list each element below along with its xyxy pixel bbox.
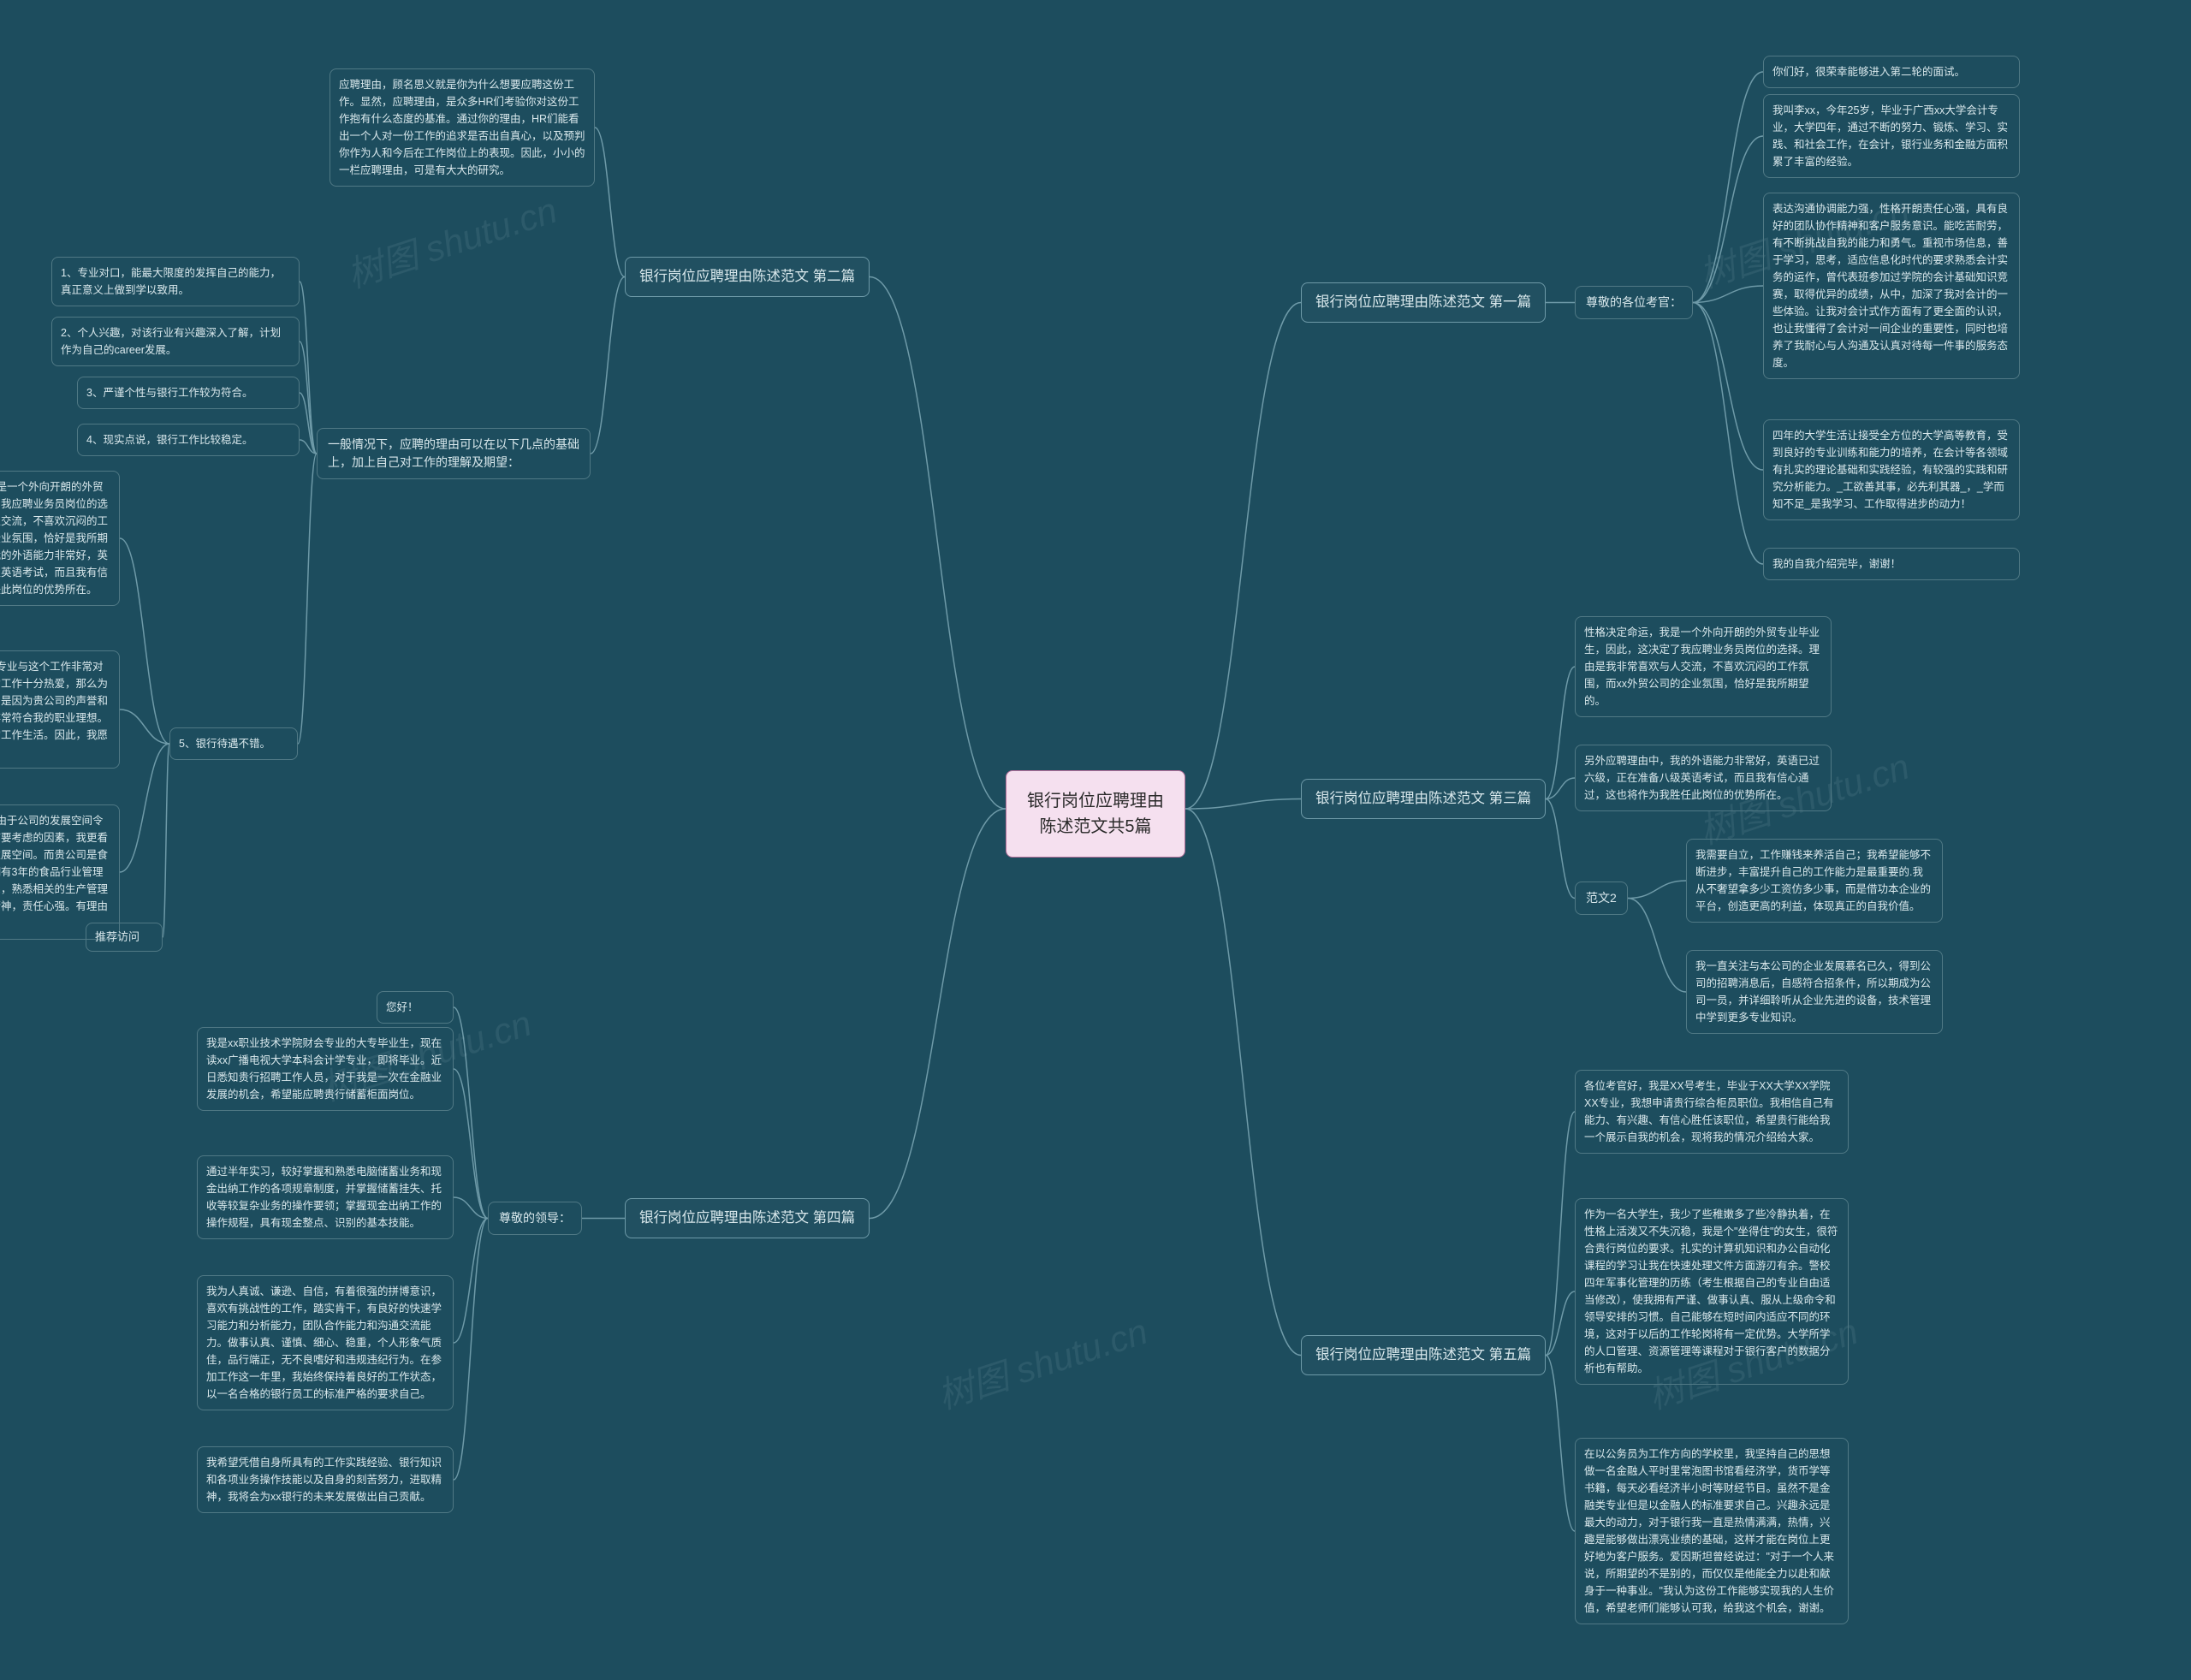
b2s1-leaf-2: 3、严谨个性与银行工作较为符合。 [77,377,300,409]
watermark: 树图 shutu.cn [930,1303,1154,1420]
b4s1-leaf-4: 我希望凭借自身所具有的工作实践经验、银行知识和各项业务操作技能以及自身的刻苦努力… [197,1446,454,1513]
b2s1: 一般情况下，应聘的理由可以在以下几点的基础上，加上自己对工作的理解及期望： [317,428,591,479]
b1s1-leaf-2: 表达沟通协调能力强，性格开朗责任心强，具有良好的团队协作精神和客户服务意识。能吃… [1763,193,2020,379]
b3s1: 范文2 [1575,882,1628,915]
b3l1: 性格决定命运，我是一个外向开朗的外贸专业毕业生，因此，这决定了我应聘业务员岗位的… [1575,616,1832,717]
b3: 银行岗位应聘理由陈述范文 第三篇 [1301,779,1546,819]
b1s1-leaf-1: 我叫李xx，今年25岁，毕业于广西xx大学会计专业，大学四年，通过不断的努力、锻… [1763,94,2020,178]
b2-five-3: 推荐访问 [86,923,163,952]
watermark: 树图 shutu.cn [340,181,563,299]
b2-five-0: 范文1：性格决定命运，我是一个外向开朗的外贸专业毕业生，因此，决定了我应聘业务员… [0,471,120,606]
b3s1-leaf-1: 我一直关注与本公司的企业发展慕名已久，得到公司的招聘消息后，自感符合招条件，所以… [1686,950,1943,1034]
b4: 银行岗位应聘理由陈述范文 第四篇 [625,1198,870,1238]
b2s1-leaf-4: 5、银行待遇不错。 [169,727,298,760]
b5l2: 作为一名大学生，我少了些稚嫩多了些冷静执着，在性格上活泼又不失沉稳，我是个"坐得… [1575,1198,1849,1385]
b4s1: 尊敬的领导： [488,1202,582,1235]
b4s1-leaf-2: 通过半年实习，较好掌握和熟悉电脑储蓄业务和现金出纳工作的各项规章制度，并掌握储蓄… [197,1155,454,1239]
b3s1-leaf-0: 我需要自立，工作赚钱来养活自己；我希望能够不断进步，丰富提升自己的工作能力是最重… [1686,839,1943,923]
b1s1: 尊敬的各位考官： [1575,286,1693,319]
b4s1-leaf-0: 您好！ [377,991,454,1024]
b2s1-leaf-1: 2、个人兴趣，对该行业有兴趣深入了解，计划作为自己的career发展。 [51,317,300,366]
b1s1-leaf-3: 四年的大学生活让接受全方位的大学高等教育，受到良好的专业训练和能力的培养，在会计… [1763,419,2020,520]
b2-five-2: 范文3：我跳槽应聘主要是由于公司的发展空间令我心动，薪资已经不是我首要考虑的因素… [0,804,120,940]
b2-five-1: 范文2：我大学四年学习的专业与这个工作非常对口，且自己也对这个领域的工作十分热爱… [0,650,120,769]
b1s1-leaf-0: 你们好，很荣幸能够进入第二轮的面试。 [1763,56,2020,88]
b5l3: 在以公务员为工作方向的学校里，我坚持自己的思想做一名金融人平时里常泡图书馆看经济… [1575,1438,1849,1624]
b3l2: 另外应聘理由中，我的外语能力非常好，英语已过六级，正在准备八级英语考试，而且我有… [1575,745,1832,811]
center-node: 银行岗位应聘理由陈述范文共5篇 [1006,770,1185,858]
b5l1: 各位考官好，我是XX号考生，毕业于XX大学XX学院XX专业，我想申请贵行综合柜员… [1575,1070,1849,1154]
b2s1-leaf-0: 1、专业对口，能最大限度的发挥自己的能力，真正意义上做到学以致用。 [51,257,300,306]
b4s1-leaf-3: 我为人真诚、谦逊、自信，有着很强的拼博意识，喜欢有挑战性的工作，踏实肯干，有良好… [197,1275,454,1410]
b1s1-leaf-4: 我的自我介绍完毕，谢谢！ [1763,548,2020,580]
b5: 银行岗位应聘理由陈述范文 第五篇 [1301,1335,1546,1375]
b2: 银行岗位应聘理由陈述范文 第二篇 [625,257,870,297]
b2s1-leaf-3: 4、现实点说，银行工作比较稳定。 [77,424,300,456]
b4s1-leaf-1: 我是xx职业技术学院财会专业的大专毕业生，现在读xx广播电视大学本科会计学专业，… [197,1027,454,1111]
b1: 银行岗位应聘理由陈述范文 第一篇 [1301,282,1546,323]
b2l1: 应聘理由，顾名思义就是你为什么想要应聘这份工作。显然，应聘理由，是众多HR们考验… [330,68,595,187]
